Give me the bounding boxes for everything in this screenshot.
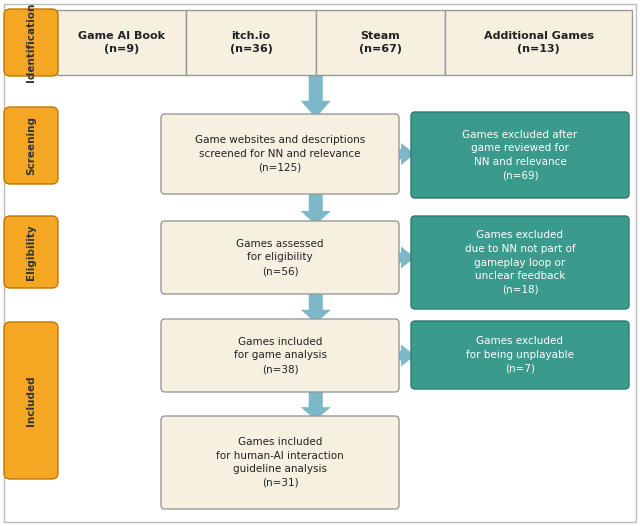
Text: Games excluded
for being unplayable
(n=7): Games excluded for being unplayable (n=7…: [466, 337, 574, 373]
Bar: [57, 10, 186, 75]
Text: Identification: Identification: [26, 3, 36, 82]
Text: Games included
for human-AI interaction
guideline analysis
(n=31): Games included for human-AI interaction …: [216, 437, 344, 488]
Text: Screening: Screening: [26, 116, 36, 175]
FancyBboxPatch shape: [161, 221, 399, 294]
Text: Additional Games
(n=13): Additional Games (n=13): [484, 31, 593, 54]
FancyBboxPatch shape: [161, 114, 399, 194]
Text: Steam
(n=67): Steam (n=67): [359, 31, 402, 54]
FancyBboxPatch shape: [161, 319, 399, 392]
Bar: [316, 10, 445, 75]
FancyBboxPatch shape: [4, 9, 58, 76]
FancyBboxPatch shape: [4, 107, 58, 184]
FancyArrow shape: [301, 190, 331, 225]
Text: Games excluded
due to NN not part of
gameplay loop or
unclear feedback
(n=18): Games excluded due to NN not part of gam…: [465, 230, 575, 295]
Text: Included: Included: [26, 375, 36, 426]
Bar: [186, 10, 316, 75]
Text: Game websites and descriptions
screened for NN and relevance
(n=125): Game websites and descriptions screened …: [195, 135, 365, 173]
Text: Game AI Book
(n=9): Game AI Book (n=9): [78, 31, 165, 54]
Text: itch.io
(n=36): itch.io (n=36): [230, 31, 273, 54]
Text: Games assessed
for eligibility
(n=56): Games assessed for eligibility (n=56): [236, 239, 324, 276]
Text: Eligibility: Eligibility: [26, 224, 36, 280]
FancyBboxPatch shape: [4, 322, 58, 479]
FancyBboxPatch shape: [411, 321, 629, 389]
FancyArrow shape: [301, 75, 331, 118]
FancyBboxPatch shape: [411, 216, 629, 309]
FancyBboxPatch shape: [411, 112, 629, 198]
FancyArrow shape: [301, 290, 331, 323]
Bar: [445, 10, 632, 75]
FancyArrow shape: [395, 143, 415, 165]
FancyBboxPatch shape: [4, 216, 58, 288]
FancyArrow shape: [395, 345, 415, 367]
FancyArrow shape: [301, 388, 331, 420]
Text: Games excluded after
game reviewed for
NN and relevance
(n=69): Games excluded after game reviewed for N…: [463, 129, 577, 180]
FancyArrow shape: [395, 247, 415, 268]
FancyBboxPatch shape: [161, 416, 399, 509]
Text: Games included
for game analysis
(n=38): Games included for game analysis (n=38): [234, 337, 326, 374]
